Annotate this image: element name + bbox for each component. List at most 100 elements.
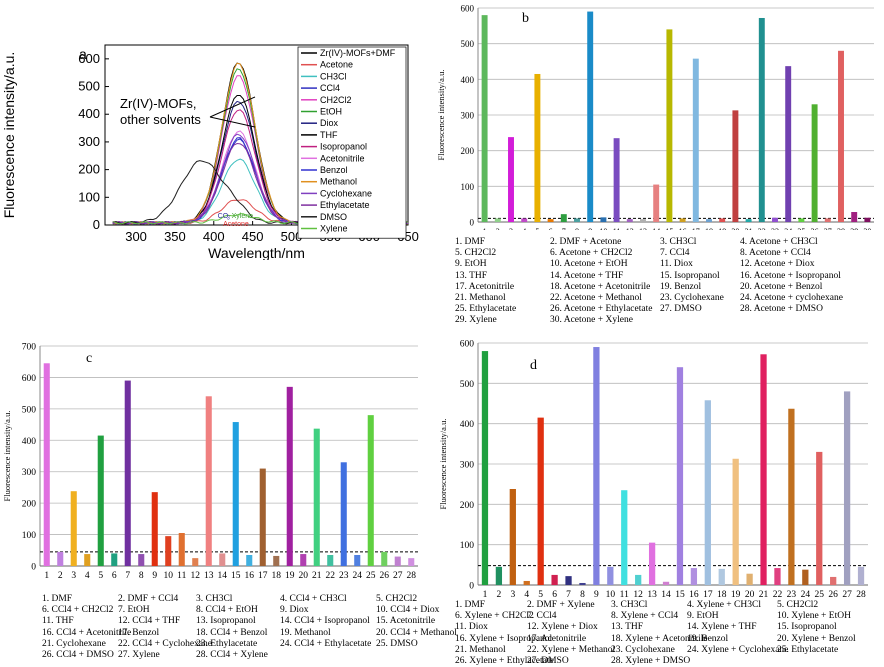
bar (774, 568, 781, 585)
bar (327, 555, 334, 566)
category-label: 22 (773, 590, 783, 600)
bar (760, 354, 767, 585)
bar (551, 574, 558, 585)
panel-b-bar-chart: 0100200300400500600123456789101112131415… (436, 4, 874, 230)
bar (508, 137, 514, 222)
y-axis-label: Fluorescence intensity/a.u. (2, 411, 12, 502)
bar (547, 219, 554, 222)
y-tick-label: 100 (461, 182, 475, 192)
legend-entry: 16. Xylene + Isopropanol (455, 633, 553, 644)
bar (864, 217, 871, 222)
bar (151, 492, 158, 566)
bar (785, 66, 792, 223)
annotation-arrow (209, 116, 256, 128)
bar (635, 574, 642, 585)
bar (246, 555, 253, 566)
y-tick-label: 200 (461, 146, 475, 156)
y-tick-label: 500 (78, 79, 100, 94)
category-label: 10 (606, 590, 616, 600)
bar (607, 566, 614, 585)
category-label: 17 (258, 571, 268, 581)
bar (70, 491, 77, 566)
category-label: 4 (522, 227, 526, 230)
legend-entry: 4. Acetone + CH3Cl (740, 237, 818, 247)
category-label: 13 (639, 227, 647, 230)
y-tick-label: 0 (93, 217, 100, 232)
legend-entry: Methanol (320, 177, 357, 187)
category-label: 2 (496, 227, 500, 230)
y-axis-label: Fluorescence intensity/a.u. (436, 70, 446, 161)
category-label: 14 (218, 571, 228, 581)
legend-entry: THF (320, 130, 338, 140)
legend-entry: 8. Xylene + CCl4 (611, 611, 679, 622)
legend-entry: 20. Xylene + Benzol (777, 633, 856, 644)
category-label: 14 (652, 227, 660, 230)
legend-entry: Ethylacetate (320, 200, 370, 210)
legend-entry: 27. DMSO (527, 656, 569, 667)
y-tick-label: 100 (460, 541, 475, 551)
legend-entry: 19. Benzol (660, 281, 702, 292)
y-tick-label: 600 (78, 51, 100, 66)
bar (587, 11, 594, 223)
bar (565, 576, 572, 585)
bar (313, 428, 320, 566)
category-label: 20 (299, 571, 309, 581)
legend-entry: 15. Isopropanol (777, 622, 837, 633)
legend-entry: 4. Xylene + CH3Cl (687, 600, 761, 610)
legend-entry: 7. EtOH (118, 605, 150, 616)
panel-d-legend: 1. DMF 2. DMF + Xylene 3. CH3Cl 4. Xylene +… (455, 600, 856, 667)
category-label: 4 (85, 571, 90, 581)
plot-frame (104, 44, 409, 226)
category-label: 22 (326, 571, 336, 581)
category-label: 9 (152, 571, 157, 581)
legend-entry: 3. CH3Cl (660, 237, 697, 247)
bar (851, 212, 858, 222)
legend-entry: CCl4 (320, 83, 340, 93)
panel-a-line-chart: 3003504004505005506006500100200300400500… (1, 44, 419, 260)
y-tick-label: 300 (460, 461, 475, 471)
legend-entry: 17. Acetonitrile (527, 633, 587, 644)
legend-entry: 20. Acetone + Benzol (740, 281, 823, 292)
legend-entry: CH2Cl2 (320, 95, 352, 105)
legend-entry: 5. CH2Cl2 (455, 248, 497, 259)
category-label: 3 (510, 590, 515, 600)
bar (381, 551, 388, 566)
y-tick-label: 600 (460, 340, 475, 350)
category-label: 11 (620, 590, 629, 600)
bar (593, 347, 600, 585)
legend-entry: 28. Acetone + DMSO (740, 304, 823, 315)
y-tick-label: 500 (461, 39, 475, 49)
legend-entry: 26. Acetone + Ethylacetate (550, 304, 653, 315)
bar (574, 218, 580, 222)
plot-label: Acetone (223, 221, 249, 228)
legend-entry: 8. CCl4 + EtOH (196, 605, 258, 616)
category-label: 5 (535, 227, 539, 230)
bar (495, 566, 503, 585)
plot-label: CO (218, 213, 229, 220)
legend-entry: 22. Acetone + Methanol (550, 293, 642, 304)
annotation-arrow (209, 96, 256, 118)
plot-label: 3 (227, 215, 230, 221)
bar (259, 468, 266, 566)
y-tick-label: 400 (78, 106, 100, 121)
y-axis-label: Fluorescence intensity/a.u. (438, 419, 448, 510)
category-label: 9 (588, 227, 592, 230)
bar (354, 555, 361, 566)
bar (857, 566, 865, 585)
legend-entry: Zr(IV)-MOFs+DMF (320, 48, 396, 58)
category-label: 14 (661, 590, 671, 600)
legend-entry: 18. Xylene + Acetonitrile (611, 633, 708, 644)
category-label: 1 (483, 590, 488, 600)
legend-entry: 27. DMSO (660, 304, 702, 315)
legend-entry: 13. THF (455, 270, 488, 281)
category-label: 2 (497, 590, 502, 600)
legend-entry: 22. Xylene + Methanol (527, 644, 616, 655)
bar (719, 218, 726, 222)
category-label: 11 (613, 227, 621, 230)
category-label: 18 (272, 571, 282, 581)
y-tick-label: 600 (461, 4, 475, 14)
category-label: 26 (811, 227, 819, 230)
bar (732, 458, 739, 585)
